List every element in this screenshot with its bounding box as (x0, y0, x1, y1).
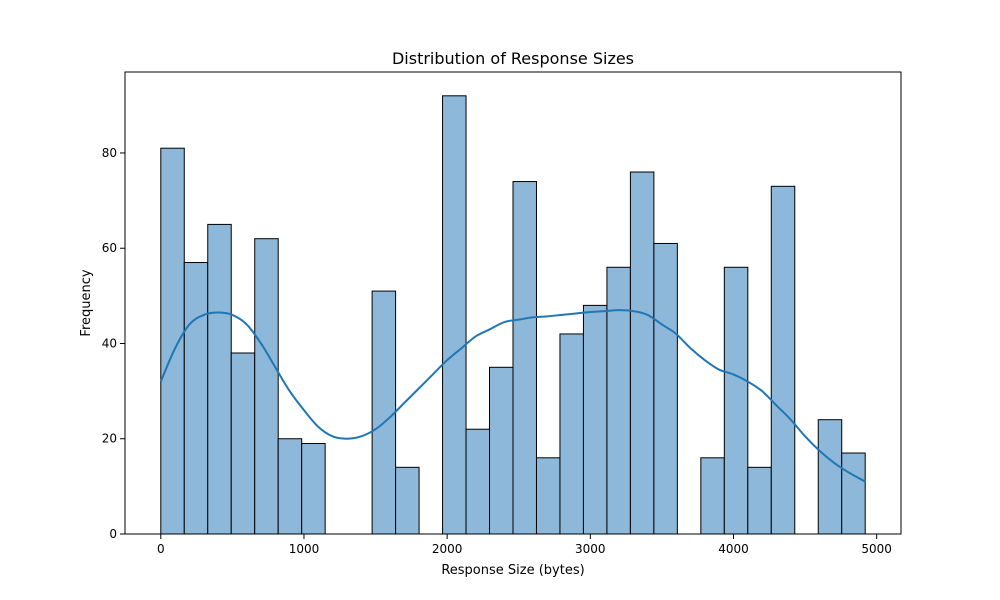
histogram-bar-25 (747, 466, 772, 535)
histogram-bar-18 (582, 304, 608, 535)
histogram-bar-6 (301, 443, 326, 535)
histogram-bar-2 (207, 223, 232, 535)
x-tick-label: 4000 (718, 542, 749, 556)
histogram-bar-12 (442, 95, 467, 535)
histogram-bar-20 (629, 171, 655, 535)
histogram-bar-4 (254, 238, 279, 535)
histogram-bar-26 (770, 185, 796, 535)
y-tick-label: 20 (102, 432, 117, 446)
x-tick-label: 1000 (289, 542, 320, 556)
histogram-bar-13 (465, 428, 491, 535)
histogram-bar-14 (489, 366, 514, 535)
histogram-bar-17 (559, 333, 584, 535)
x-tick-label: 0 (157, 542, 165, 556)
histogram-bar-19 (606, 266, 631, 535)
kde-curve (159, 309, 866, 483)
plot-frame (124, 71, 902, 535)
x-tick-label: 3000 (575, 542, 606, 556)
histogram-bars (160, 95, 866, 535)
histogram-bar-9 (371, 290, 397, 535)
y-axis-label: Frequency (79, 269, 94, 336)
y-tick-label: 40 (102, 336, 117, 350)
histogram-bar-16 (535, 457, 561, 535)
x-axis-label: Response Size (bytes) (441, 563, 584, 578)
histogram-bar-28 (817, 419, 843, 535)
x-tick-label: 2000 (432, 542, 463, 556)
histogram-bar-15 (512, 181, 537, 535)
histogram-bar-29 (841, 452, 866, 535)
histogram-bar-3 (230, 352, 256, 535)
y-axis-ticks: 0 20 40 60 80 (102, 146, 125, 541)
histogram-bar-5 (277, 438, 303, 535)
histogram-bar-1 (183, 262, 209, 535)
histogram-bar-10 (395, 466, 420, 535)
histogram-bar-23 (700, 457, 725, 535)
histogram-bar-21 (653, 242, 678, 535)
y-tick-label: 60 (102, 241, 117, 255)
chart-title: Distribution of Response Sizes (392, 49, 634, 68)
histogram-bar-0 (160, 147, 185, 535)
x-tick-label: 5000 (861, 542, 892, 556)
y-tick-label: 0 (109, 527, 117, 541)
y-tick-label: 80 (102, 146, 117, 160)
histogram-bar-24 (723, 266, 749, 535)
x-axis-ticks: 0 1000 2000 3000 4000 5000 (157, 534, 892, 556)
